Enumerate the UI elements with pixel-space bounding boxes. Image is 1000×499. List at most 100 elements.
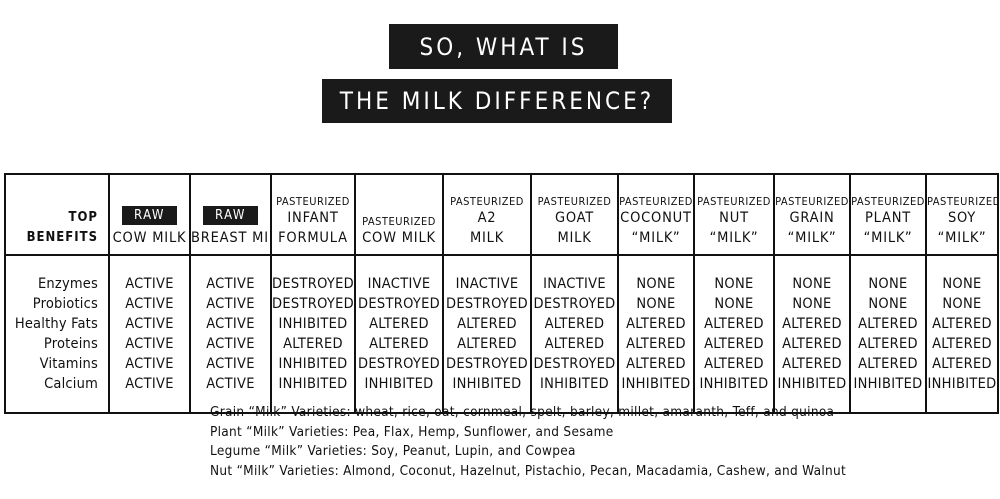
milk-type-name: NUT bbox=[719, 210, 749, 226]
benefit-status: ALTERED bbox=[704, 336, 764, 352]
benefit-status: NONE bbox=[942, 296, 982, 312]
benefit-status: DESTROYED bbox=[272, 276, 355, 292]
column-header: PASTEURIZED GRAIN “MILK” bbox=[773, 174, 850, 256]
milk-type-name: FORMULA bbox=[278, 230, 348, 246]
benefit-label: Vitamins bbox=[39, 356, 98, 372]
pasteurized-label: PASTEURIZED bbox=[697, 195, 771, 208]
benefit-status: ALTERED bbox=[782, 336, 842, 352]
column-header: PASTEURIZED GOAT MILK bbox=[530, 174, 618, 256]
column-header: PASTEURIZED NUT “MILK” bbox=[693, 174, 774, 256]
pasteurized-label: PASTEURIZED bbox=[537, 195, 612, 208]
benefit-status: INHIBITED bbox=[777, 376, 847, 392]
raw-badge: RAW bbox=[122, 206, 177, 225]
benefit-status: ALTERED bbox=[283, 336, 343, 352]
benefit-status: DESTROYED bbox=[533, 296, 616, 312]
title-line2-text: THE MILK DIFFERENCE? bbox=[339, 87, 655, 115]
benefit-status: ACTIVE bbox=[206, 296, 255, 312]
note-line: Nut “Milk” Varieties: Almond, Coconut, H… bbox=[210, 462, 847, 479]
benefit-status: ACTIVE bbox=[125, 376, 174, 392]
milk-type-name: “MILK” bbox=[787, 230, 837, 246]
benefit-status: NONE bbox=[636, 296, 676, 312]
milk-type-name: A2 bbox=[477, 210, 497, 226]
benefit-status: ALTERED bbox=[782, 356, 842, 372]
benefit-status: INHIBITED bbox=[927, 376, 997, 392]
benefit-status: ALTERED bbox=[626, 336, 686, 352]
column-header: PASTEURIZED INFANT FORMULA bbox=[270, 174, 355, 256]
pasteurized-label: PASTEURIZED bbox=[927, 195, 998, 208]
top-benefits-line: TOP bbox=[68, 210, 98, 225]
benefit-status: ACTIVE bbox=[125, 296, 174, 312]
table-body-row: Enzymes Probiotics Healthy Fats Proteins… bbox=[4, 255, 998, 413]
benefit-status: ACTIVE bbox=[125, 336, 174, 352]
benefit-status: INHIBITED bbox=[278, 376, 348, 392]
benefit-status: NONE bbox=[714, 276, 754, 292]
column-header: PASTEURIZED A2 MILK bbox=[442, 174, 531, 256]
benefit-status: ALTERED bbox=[457, 336, 517, 352]
milk-type-name: “MILK” bbox=[631, 230, 681, 246]
benefit-status: ALTERED bbox=[369, 316, 429, 332]
milk-comparison-table: TOP BENEFITS RAW COW MILK RAW BREAST MILK PA… bbox=[4, 173, 999, 414]
benefit-status: INHIBITED bbox=[452, 376, 522, 392]
benefit-status: DESTROYED bbox=[533, 356, 616, 372]
benefit-status: NONE bbox=[714, 296, 754, 312]
title-banner-line1: SO, WHAT IS bbox=[389, 24, 618, 69]
milk-type-name: INFANT bbox=[287, 210, 339, 226]
benefit-status: NONE bbox=[942, 276, 982, 292]
milk-varieties-notes: Grain “Milk” Varieties: wheat, rice, oat… bbox=[210, 403, 846, 481]
top-benefits-line: BENEFITS bbox=[26, 230, 98, 245]
title-banner-line2: THE MILK DIFFERENCE? bbox=[322, 79, 672, 123]
milk-type-name: BREAST MILK bbox=[191, 230, 271, 246]
benefit-status: INHIBITED bbox=[364, 376, 434, 392]
milk-type-name: MILK bbox=[557, 230, 592, 246]
benefit-status: ALTERED bbox=[626, 356, 686, 372]
top-benefits-header: TOP BENEFITS bbox=[4, 174, 109, 256]
benefit-label: Proteins bbox=[43, 336, 98, 352]
benefit-status: ACTIVE bbox=[125, 276, 174, 292]
pasteurized-label: PASTEURIZED bbox=[450, 195, 524, 208]
benefit-status: ALTERED bbox=[457, 316, 517, 332]
benefit-status: INHIBITED bbox=[539, 376, 609, 392]
column-values: INACTIVE DESTROYED ALTERED ALTERED DESTROYED… bbox=[530, 255, 618, 413]
column-values: NONE NONE ALTERED ALTERED ALTERED INHIBITED bbox=[849, 255, 926, 413]
benefit-status: NONE bbox=[792, 276, 832, 292]
benefit-status: ACTIVE bbox=[125, 316, 174, 332]
benefit-status: INHIBITED bbox=[278, 356, 348, 372]
column-header: PASTEURIZED COCONUT “MILK” bbox=[617, 174, 694, 256]
raw-badge: RAW bbox=[203, 206, 258, 225]
benefit-status: ALTERED bbox=[932, 336, 992, 352]
milk-type-name: PLANT bbox=[864, 210, 912, 226]
pasteurized-label: PASTEURIZED bbox=[619, 195, 693, 208]
note-line: Legume “Milk” Varieties: Soy, Peanut, Lu… bbox=[210, 443, 576, 459]
benefit-label: Probiotics bbox=[32, 296, 98, 312]
benefit-status: ACTIVE bbox=[206, 316, 255, 332]
benefit-status: ALTERED bbox=[544, 336, 605, 352]
benefit-status: INHIBITED bbox=[699, 376, 769, 392]
column-values: NONE NONE ALTERED ALTERED ALTERED INHIBITED bbox=[773, 255, 850, 413]
benefit-status: ALTERED bbox=[704, 316, 764, 332]
benefit-status: ALTERED bbox=[369, 336, 429, 352]
benefit-status: ACTIVE bbox=[206, 356, 255, 372]
pasteurized-label: PASTEURIZED bbox=[775, 195, 849, 208]
benefit-status: ALTERED bbox=[858, 356, 918, 372]
note-line: Grain “Milk” Varieties: wheat, rice, oat… bbox=[210, 404, 835, 420]
benefit-label: Enzymes bbox=[37, 276, 98, 292]
benefit-status: INACTIVE bbox=[367, 276, 431, 292]
benefit-status: INHIBITED bbox=[621, 376, 691, 392]
benefit-status: NONE bbox=[868, 276, 908, 292]
column-values: NONE NONE ALTERED ALTERED ALTERED INHIBITED bbox=[617, 255, 694, 413]
column-values: DESTROYED DESTROYED INHIBITED ALTERED INHIBI… bbox=[270, 255, 355, 413]
milk-type-name: “MILK” bbox=[863, 230, 913, 246]
benefit-status: DESTROYED bbox=[357, 296, 441, 312]
milk-type-name: SOY bbox=[947, 210, 977, 226]
benefit-status: ACTIVE bbox=[206, 376, 255, 392]
benefit-status: ALTERED bbox=[858, 316, 918, 332]
benefit-status: DESTROYED bbox=[445, 356, 529, 372]
benefit-labels-cell: Enzymes Probiotics Healthy Fats Proteins… bbox=[4, 255, 109, 413]
column-values: ACTIVE ACTIVE ACTIVE ACTIVE ACTIVE ACTIVE bbox=[189, 255, 271, 413]
benefit-status: ACTIVE bbox=[125, 356, 174, 372]
column-header: PASTEURIZED SOY “MILK” bbox=[925, 174, 998, 256]
milk-type-name: MILK bbox=[469, 230, 505, 246]
benefit-status: ALTERED bbox=[932, 316, 992, 332]
benefit-status: NONE bbox=[868, 296, 908, 312]
milk-type-name: COW MILK bbox=[362, 230, 436, 246]
